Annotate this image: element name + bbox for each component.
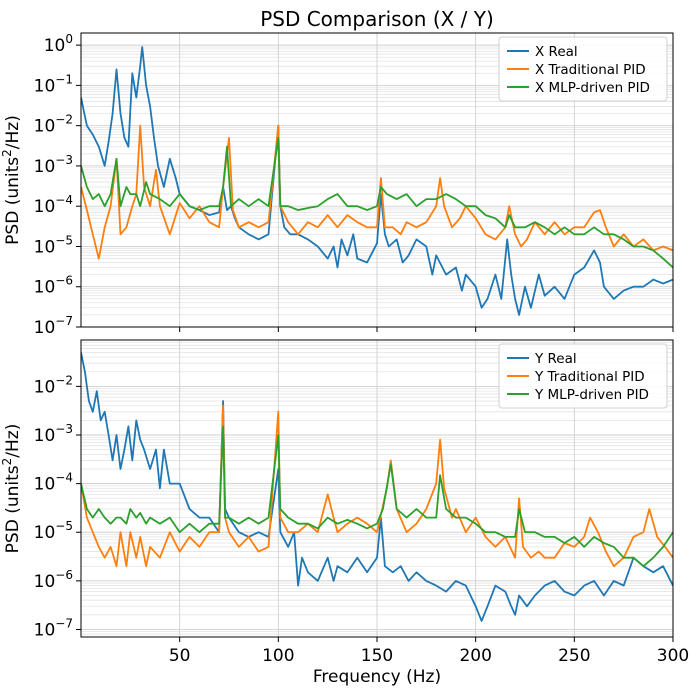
y-tick-label: 10−3 (34, 153, 73, 177)
y-tick-label: 10−5 (34, 519, 73, 543)
y-tick-label: 10−1 (34, 72, 73, 96)
chart-title: PSD Comparison (X / Y) (260, 7, 494, 31)
y-axis-title: PSD (units2/Hz) (0, 424, 23, 554)
legend-label: Y Real (534, 351, 577, 367)
y-tick-label: 10−5 (34, 233, 73, 257)
legend: X Real X Traditional PID X MLP-driven PID (498, 36, 668, 102)
y-tick-label: 10−7 (34, 314, 73, 338)
legend-label: X Real (535, 44, 578, 60)
series-line-2 (81, 404, 673, 568)
x-tick-label: 300 (657, 646, 689, 666)
y-tick-label: 10−4 (34, 471, 73, 495)
legend-label: Y Traditional PID (534, 369, 645, 385)
y-tick-label: 10−3 (34, 422, 73, 446)
legend-box (498, 343, 668, 409)
y-tick-label: 10−4 (34, 193, 73, 217)
y-tick-label: 10−2 (34, 373, 73, 397)
series-line-2 (81, 124, 673, 260)
y-tick-label: 100 (44, 32, 73, 56)
x-tick-label: 150 (361, 646, 393, 666)
legend: Y Real Y Traditional PID Y MLP-driven PID (498, 343, 668, 409)
y-tick-label: 10−6 (34, 274, 73, 298)
legend-label: X MLP-driven PID (535, 80, 650, 96)
y-tick-label: 10−6 (34, 568, 73, 592)
x-tick-label: 50 (169, 646, 191, 666)
x-axis-title: Frequency (Hz) (313, 667, 441, 687)
series-group (81, 352, 673, 622)
y-tick-label: 10−2 (34, 113, 73, 137)
bottom-panel-y: 50 100 150 200 250 300 10−7 10−6 10−5 10−4 10−3 10−… (0, 339, 689, 666)
series-group (81, 46, 673, 316)
legend-box (498, 36, 668, 102)
x-tick-label: 100 (262, 646, 294, 666)
series-line-1 (81, 46, 673, 316)
top-panel-x: 10−7 10−6 10−5 10−4 10−3 10−2 10−1 100 PSD (unit… (0, 32, 674, 338)
series-line-3 (81, 425, 673, 568)
legend-label: Y MLP-driven PID (534, 387, 649, 403)
series-line-3 (81, 136, 673, 269)
x-tick-label: 200 (459, 646, 491, 666)
x-tick-label: 250 (558, 646, 590, 666)
y-axis-title: PSD (units2/Hz) (0, 115, 23, 245)
legend-label: X Traditional PID (535, 62, 646, 78)
y-tick-label: 10−7 (34, 616, 73, 640)
series-line-1 (81, 352, 673, 622)
